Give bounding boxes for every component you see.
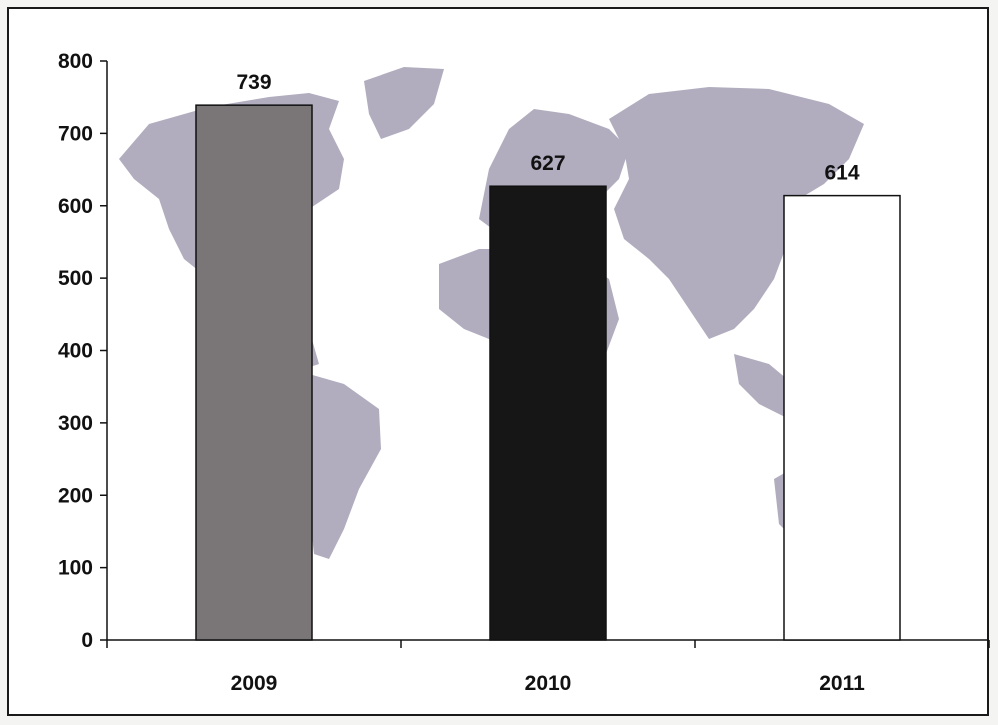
- x-tick-label-2010: 2010: [525, 672, 572, 695]
- y-tick-label: 300: [58, 412, 93, 435]
- labels-group: 739 2009 627 2010 614 2011: [231, 71, 865, 695]
- bar-2009: [195, 104, 313, 641]
- asia-shape: [609, 87, 864, 339]
- y-tick-label: 200: [58, 484, 93, 507]
- bars-group: [195, 104, 901, 641]
- y-tick-label: 600: [58, 195, 93, 218]
- data-label-2010: 627: [530, 152, 565, 175]
- greenland-shape: [364, 67, 444, 139]
- y-tick-label: 500: [58, 267, 93, 290]
- x-tick-label-2009: 2009: [231, 672, 278, 695]
- y-tick-label: 100: [58, 557, 93, 580]
- bar-chart: 0 100 200 300 400 500 600 700 800 739 2009 627 2010…: [58, 50, 990, 695]
- x-tick-label-2011: 2011: [819, 672, 865, 695]
- y-tick-label: 400: [58, 340, 93, 363]
- y-tick-label: 700: [58, 122, 93, 145]
- southeast-asia-shape: [734, 354, 799, 419]
- south-america-shape: [299, 374, 381, 559]
- y-tick-label: 0: [81, 629, 93, 652]
- bar-2010: [489, 185, 607, 641]
- data-label-2009: 739: [236, 71, 271, 94]
- bar-2011: [783, 194, 901, 641]
- data-label-2011: 614: [824, 162, 859, 185]
- y-tick-label: 800: [58, 50, 93, 73]
- chart-frame: 0 100 200 300 400 500 600 700 800 739 2009 627 2010…: [7, 7, 990, 716]
